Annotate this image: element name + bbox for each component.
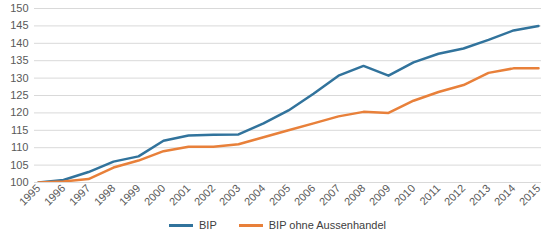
svg-text:130: 130 (10, 72, 28, 84)
svg-text:2005: 2005 (267, 182, 293, 208)
svg-text:2001: 2001 (167, 182, 193, 208)
svg-text:1997: 1997 (67, 182, 93, 208)
svg-text:2007: 2007 (317, 182, 343, 208)
svg-text:125: 125 (10, 89, 28, 101)
svg-text:2003: 2003 (217, 182, 243, 208)
svg-text:145: 145 (10, 19, 28, 31)
svg-text:135: 135 (10, 54, 28, 66)
svg-text:2009: 2009 (367, 182, 393, 208)
svg-text:2010: 2010 (392, 182, 418, 208)
svg-text:2013: 2013 (467, 182, 493, 208)
svg-text:110: 110 (11, 141, 29, 153)
svg-text:100: 100 (10, 176, 28, 188)
svg-text:2011: 2011 (417, 182, 442, 207)
svg-text:1999: 1999 (117, 182, 143, 208)
svg-text:2002: 2002 (192, 182, 218, 208)
svg-text:2006: 2006 (292, 182, 318, 208)
svg-text:1998: 1998 (92, 182, 118, 208)
svg-text:1996: 1996 (42, 182, 68, 208)
svg-text:120: 120 (10, 106, 28, 118)
svg-text:150: 150 (10, 2, 28, 14)
svg-text:2014: 2014 (492, 182, 518, 208)
svg-text:2012: 2012 (442, 182, 468, 208)
svg-text:105: 105 (10, 159, 28, 171)
svg-text:2000: 2000 (142, 182, 168, 208)
svg-text:115: 115 (11, 124, 29, 136)
svg-text:2015: 2015 (517, 182, 543, 208)
html-text:BIP ohne Aussenhandel: BIP ohne Aussenhandel (268, 219, 386, 231)
svg-text:2004: 2004 (242, 182, 268, 208)
svg-text:2008: 2008 (342, 182, 368, 208)
svg-text:140: 140 (10, 37, 28, 49)
html-text:BIP: BIP (199, 219, 217, 231)
svg-text:1995: 1995 (17, 182, 43, 208)
